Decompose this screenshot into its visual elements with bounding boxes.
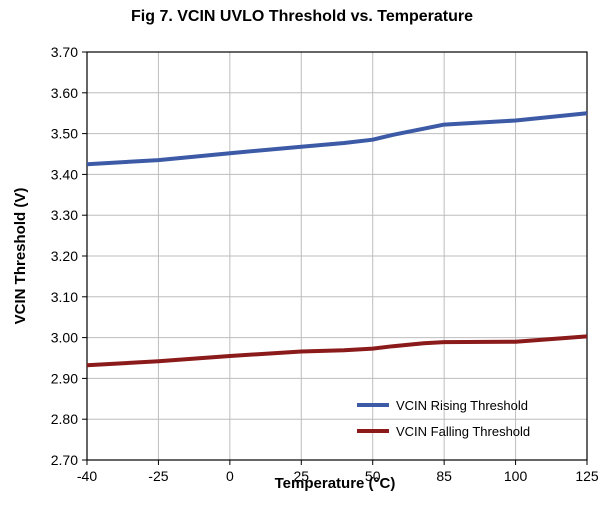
y-tick-label: 2.80 <box>51 411 78 427</box>
series-layer <box>86 111 588 368</box>
y-tick-label: 3.50 <box>51 126 78 142</box>
y-axis: 2.70 2.80 2.90 3.00 3.10 3.20 3.30 3.40 3.50 3.60… <box>51 44 87 468</box>
x-tick-label: -40 <box>77 468 97 484</box>
x-axis: -40 -25 0 25 50 85 100 125 <box>77 460 599 484</box>
y-tick-label: 2.70 <box>51 452 78 468</box>
y-tick-label: 3.40 <box>51 166 78 182</box>
x-tick-label: 0 <box>226 468 234 484</box>
x-tick-label: 100 <box>504 468 528 484</box>
y-tick-label: 3.70 <box>51 44 78 60</box>
legend-label: VCIN Rising Threshold <box>396 398 528 413</box>
series-line-rising <box>86 111 588 167</box>
y-tick-label: 2.90 <box>51 370 78 386</box>
x-axis-title: Temperature (°C) <box>275 475 396 492</box>
y-tick-label: 3.30 <box>51 207 78 223</box>
x-tick-label: 25 <box>293 468 309 484</box>
legend: VCIN Rising Threshold VCIN Falling Thresh… <box>357 398 530 439</box>
y-axis-title: VCIN Threshold (V) <box>12 188 29 325</box>
y-tick-label: 3.20 <box>51 248 78 264</box>
y-tick-label: 3.00 <box>51 330 78 346</box>
x-tick-label: 50 <box>365 468 381 484</box>
y-tick-label: 3.10 <box>51 289 78 305</box>
y-tick-label: 3.60 <box>51 85 78 101</box>
x-tick-label: 85 <box>436 468 452 484</box>
legend-label: VCIN Falling Threshold <box>396 424 530 439</box>
x-tick-label: 125 <box>575 468 599 484</box>
grid <box>87 52 587 460</box>
chart-title: Fig 7. VCIN UVLO Threshold vs. Temperatu… <box>131 8 473 25</box>
series-line-falling <box>86 334 588 368</box>
x-tick-label: -25 <box>148 468 168 484</box>
